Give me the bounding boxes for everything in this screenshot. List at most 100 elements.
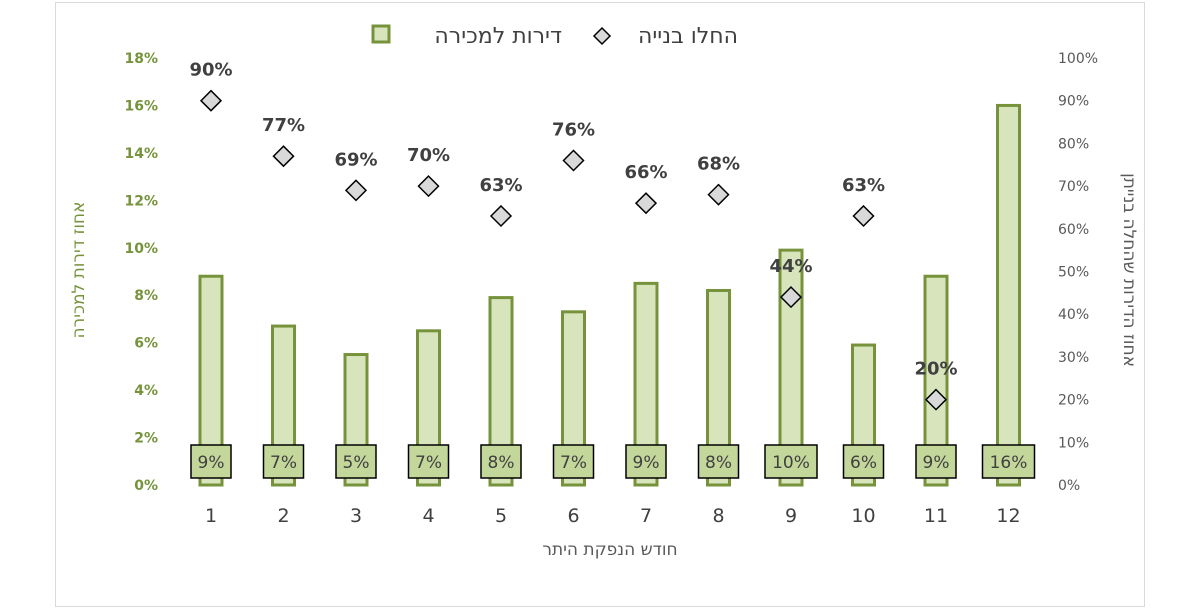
x-tick-label: 9 <box>785 505 797 527</box>
legend-label-bars: דירות למכירה <box>434 24 562 49</box>
bar-label-box <box>335 444 377 479</box>
diamond-label: 63% <box>479 175 522 196</box>
bar-label: 10% <box>772 453 810 473</box>
diamond-label: 20% <box>914 359 957 380</box>
diamond-marker <box>852 204 875 228</box>
bar-label-box <box>190 444 232 479</box>
diamond-series: 90% 77% 69% 70% 63% 76% 66% 68% 44% 63% 20% <box>189 60 958 411</box>
right-tick-label: 80% <box>1058 136 1089 152</box>
legend-swatch-diamond <box>592 26 612 46</box>
diamond-label: 68% <box>697 154 740 175</box>
left-tick-label: 10% <box>124 241 158 257</box>
bar-label-box <box>842 444 885 479</box>
bar-label: 7% <box>270 453 297 473</box>
x-tick-label: 3 <box>350 505 362 527</box>
diamond-marker <box>417 175 440 198</box>
diamond-marker <box>344 179 368 202</box>
bar-label-box <box>480 444 522 479</box>
bar-label: 9% <box>198 453 225 473</box>
bar-label-box <box>407 444 450 479</box>
bar-label: 5% <box>343 453 370 473</box>
legend-swatch-bars <box>371 24 391 44</box>
left-axis-ticks: 0% 2% 4% 6% 8% 10% 12% 14% 16% 18% <box>124 51 158 494</box>
left-tick-label: 16% <box>124 98 158 114</box>
diamond-label: 76% <box>552 119 595 140</box>
bar-label: 7% <box>560 453 587 473</box>
bar <box>996 103 1021 487</box>
bar <box>198 274 224 487</box>
diamond-marker <box>924 388 948 411</box>
bar-label: 8% <box>488 453 515 473</box>
left-tick-label: 0% <box>134 478 158 494</box>
legend-label-diamond: החלו בנייה <box>638 24 738 49</box>
right-tick-label: 70% <box>1058 179 1089 195</box>
left-tick-label: 6% <box>134 336 158 352</box>
x-tick-label: 1 <box>205 505 217 527</box>
bar <box>706 288 731 487</box>
bar-label: 9% <box>923 453 950 473</box>
diamond-marker <box>199 89 223 112</box>
diamond-label: 44% <box>769 256 812 277</box>
diamond-marker <box>634 192 658 215</box>
left-tick-label: 4% <box>134 383 158 399</box>
x-tick-label: 2 <box>277 505 289 527</box>
bar-label: 6% <box>850 453 877 473</box>
bar-label-box <box>625 444 667 479</box>
bar-label-box <box>981 444 1036 479</box>
bar-label-box <box>915 444 957 479</box>
left-tick-label: 18% <box>124 51 158 67</box>
bar-label: 7% <box>415 453 442 473</box>
bar <box>488 296 514 487</box>
x-tick-label: 6 <box>567 505 579 527</box>
diamond-marker <box>489 204 513 228</box>
x-tick-label: 5 <box>495 505 507 527</box>
left-axis-title: אחוז דירות למכירה <box>69 202 89 339</box>
left-tick-label: 2% <box>134 431 158 447</box>
bar-label: 16% <box>990 453 1028 473</box>
right-tick-label: 30% <box>1058 350 1089 366</box>
x-tick-label: 10 <box>851 505 875 527</box>
bar-data-labels: 9% 7% 5% 7% 8% 7% 9% 8% 10% 6% 9% 16% <box>190 444 1036 479</box>
x-tick-label: 7 <box>640 505 652 527</box>
left-tick-label: 14% <box>124 146 158 162</box>
x-tick-label: 4 <box>422 505 434 527</box>
right-tick-label: 0% <box>1058 478 1080 494</box>
diamond-label: 63% <box>842 175 885 196</box>
diamond-label: 77% <box>262 115 305 136</box>
right-tick-label: 90% <box>1058 94 1089 110</box>
x-axis-title: חודש הנפקת היתר <box>542 540 677 560</box>
left-tick-label: 8% <box>134 288 158 304</box>
bar-label: 8% <box>705 453 732 473</box>
diamond-label: 70% <box>407 145 450 166</box>
bar <box>633 281 659 487</box>
diamond-label: 90% <box>189 60 232 81</box>
bar-series <box>198 103 1021 487</box>
right-axis-title: אחוז הדירות שהחלה בנייתן <box>1119 173 1139 367</box>
diamond-label: 66% <box>624 162 667 183</box>
bar-label-box <box>697 444 740 479</box>
x-tick-label: 12 <box>996 505 1020 527</box>
diamond-marker <box>779 286 803 309</box>
right-tick-label: 40% <box>1058 307 1089 323</box>
right-tick-label: 60% <box>1058 222 1089 238</box>
legend: דירות למכירה החלו בנייה <box>371 24 738 49</box>
bar-label-box <box>262 444 305 479</box>
x-tick-label: 8 <box>712 505 724 527</box>
right-axis-ticks: 0% 10% 20% 30% 40% 50% 60% 70% 80% 90% 100% <box>1058 51 1098 494</box>
diamond-label: 69% <box>334 149 377 170</box>
chart-frame <box>55 2 1145 607</box>
diamond-marker <box>272 145 295 168</box>
diamond-marker <box>707 183 730 206</box>
bar-label-box <box>552 444 595 479</box>
right-tick-label: 20% <box>1058 393 1089 409</box>
diamond-marker <box>562 149 585 172</box>
bar <box>561 310 586 487</box>
bar-label-box <box>764 444 818 479</box>
left-tick-label: 12% <box>124 193 158 209</box>
x-axis-ticks: 1 2 3 4 5 6 7 8 9 10 11 12 <box>205 505 1021 527</box>
bar <box>923 274 949 487</box>
bar-label: 9% <box>633 453 660 473</box>
x-tick-label: 11 <box>924 505 948 527</box>
right-tick-label: 100% <box>1058 51 1098 67</box>
